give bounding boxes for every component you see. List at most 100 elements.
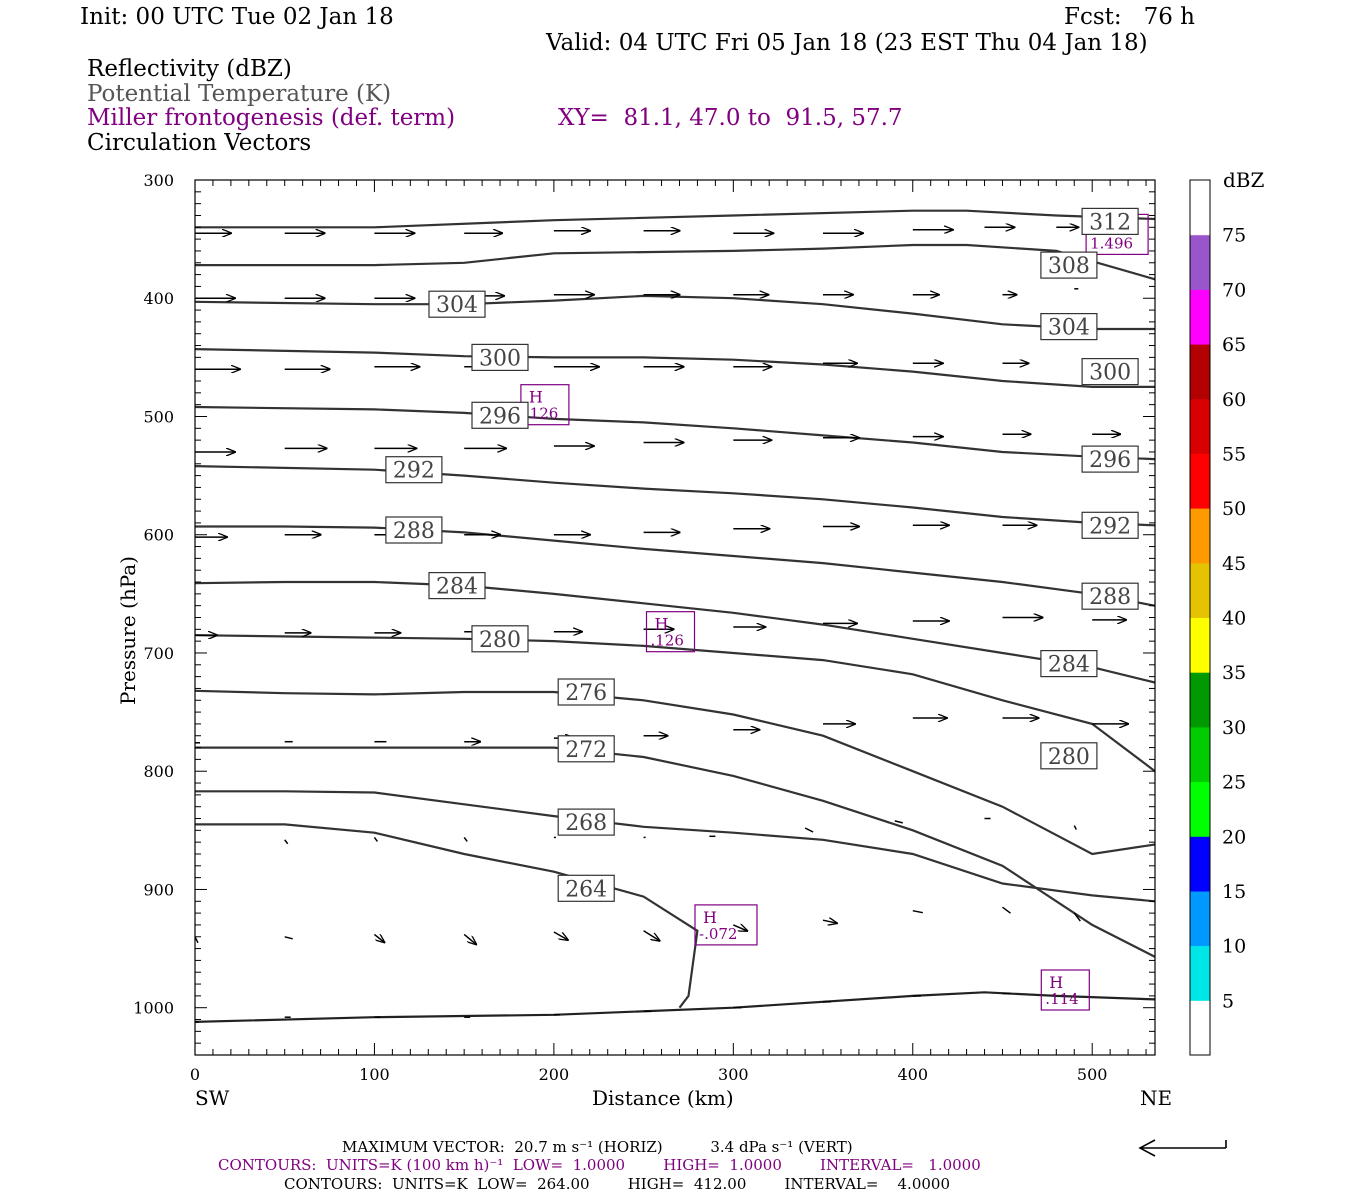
theta-label-text: 296: [1089, 448, 1131, 473]
y-tick-label: 300: [143, 171, 174, 190]
colorbar-label: 20: [1222, 826, 1246, 848]
x-axis-end-label: NE: [1140, 1086, 1173, 1110]
colorbar-label: 50: [1222, 498, 1246, 520]
frontogenesis-value: .126: [651, 632, 684, 650]
theta-label-268: 268: [557, 808, 615, 836]
colorbar-swatch: [1190, 1000, 1210, 1056]
colorbar-swatch: [1190, 890, 1210, 947]
y-tick-label: 700: [143, 644, 174, 663]
x-tick-label: 500: [1077, 1065, 1108, 1084]
colorbar-label: 15: [1222, 881, 1246, 903]
theta-label-308: 308: [1040, 251, 1098, 279]
max-vector-note: MAXIMUM VECTOR: 20.7 m s⁻¹ (HORIZ) 3.4 d…: [342, 1138, 853, 1156]
field-reflectivity: Reflectivity (dBZ): [87, 56, 292, 82]
plot-area: [195, 180, 1155, 1055]
x-tick-label: 100: [359, 1065, 390, 1084]
frontogenesis-value: 1.496: [1090, 234, 1133, 252]
theta-label-text: 276: [565, 681, 607, 706]
circulation-vector: [894, 820, 903, 824]
y-tick-label: 1000: [133, 999, 174, 1018]
y-tick-label: 900: [143, 880, 174, 899]
theta-label-box: [1081, 511, 1139, 539]
colorbar-swatch: [1190, 344, 1210, 400]
colorbar-swatch: [1190, 289, 1210, 345]
circulation-vector: [373, 934, 384, 942]
colorbar-label: 40: [1222, 608, 1246, 630]
theta-label-text: 300: [1089, 361, 1131, 386]
frontogenesis-high-marker: H: [655, 615, 669, 634]
theta-label-box: [385, 456, 443, 484]
field-potential-temperature: Potential Temperature (K): [87, 81, 392, 107]
circulation-vector: [1002, 906, 1011, 914]
colorbar-label: 45: [1222, 553, 1246, 575]
y-axis-title: Pressure (hPa): [116, 556, 140, 705]
theta-label-text: 272: [565, 738, 607, 763]
theta-label-text: 304: [436, 293, 478, 318]
field-circulation-vectors: Circulation Vectors: [87, 130, 312, 156]
theta-label-text: 288: [393, 519, 435, 544]
theta-label-box: [557, 808, 615, 836]
theta-label-text: 268: [565, 811, 607, 836]
theta-label-box: [557, 874, 615, 902]
circulation-vector: [733, 925, 747, 931]
theta-label-312: 312: [1081, 207, 1139, 235]
theta-label-box: [1040, 313, 1098, 341]
theta-label-292: 292: [1081, 511, 1139, 539]
valid-time: Valid: 04 UTC Fri 05 Jan 18 (23 EST Thu …: [546, 30, 1148, 56]
circulation-vector: [373, 836, 378, 842]
theta-label-288: 288: [385, 516, 443, 544]
x-tick-label: 200: [539, 1065, 570, 1084]
theta-label-304: 304: [428, 290, 486, 318]
colorbar-frame: [1189, 179, 1211, 1056]
theta-label-288: 288: [1081, 582, 1139, 610]
theta-contour-296: [195, 405, 1155, 461]
colorbar-swatch: [1190, 453, 1210, 509]
theta-contour-280: [195, 634, 1155, 773]
frontogenesis-label-box: [694, 904, 758, 946]
colorbar-swatch: [1190, 836, 1210, 892]
theta-label-box: [1040, 742, 1098, 770]
circulation-vector: [284, 839, 289, 845]
theta-label-text: 304: [1048, 316, 1090, 341]
theta-label-box: [471, 625, 529, 653]
colorbar-swatch: [1190, 562, 1210, 618]
theta-label-264: 264: [557, 874, 615, 902]
theta-label-280: 280: [471, 625, 529, 653]
x-tick-label: 400: [897, 1065, 928, 1084]
frontogenesis-label: H-.072: [694, 904, 758, 946]
theta-label-box: [428, 571, 486, 600]
theta-label-text: 280: [1048, 745, 1090, 770]
colorbar-unit: dBZ: [1223, 168, 1265, 192]
circulation-vector: [463, 836, 468, 842]
colorbar-label: 65: [1222, 334, 1246, 356]
circulation-vector: [912, 909, 923, 914]
theta-label-284: 284: [1040, 649, 1098, 678]
x-tick-label: 300: [718, 1065, 749, 1084]
theta-label-box: [557, 735, 615, 763]
circulation-vector: [643, 930, 660, 941]
theta-label-272: 272: [557, 735, 615, 763]
theta-contour-264: [195, 823, 699, 1009]
theta-label-text: 308: [1048, 254, 1090, 279]
colorbar-label: 75: [1222, 225, 1246, 247]
theta-contour-284: [195, 580, 1155, 684]
frontogenesis-label-box: [645, 611, 696, 653]
theta-label-text: 284: [436, 575, 478, 600]
theta-label-text: 288: [1089, 585, 1131, 610]
x-axis-title: Distance (km): [592, 1086, 734, 1110]
colorbar-label: 10: [1222, 936, 1246, 958]
theta-label-296: 296: [1081, 445, 1139, 473]
colorbar-swatch: [1190, 617, 1210, 673]
theta-label-296: 296: [471, 401, 529, 429]
theta-label-276: 276: [557, 678, 615, 706]
frontogenesis-label: H.126: [520, 384, 570, 426]
colorbar-label: 5: [1222, 990, 1234, 1012]
theta-label-text: 296: [479, 404, 521, 429]
circulation-vector: [1073, 825, 1077, 830]
y-tick-label: 400: [143, 289, 174, 308]
forecast-hour: Fcst: 76 h: [1064, 4, 1195, 30]
colorbar-label: 25: [1222, 772, 1246, 794]
colorbar-swatch: [1190, 781, 1210, 837]
theta-contour-272: [195, 746, 1155, 958]
